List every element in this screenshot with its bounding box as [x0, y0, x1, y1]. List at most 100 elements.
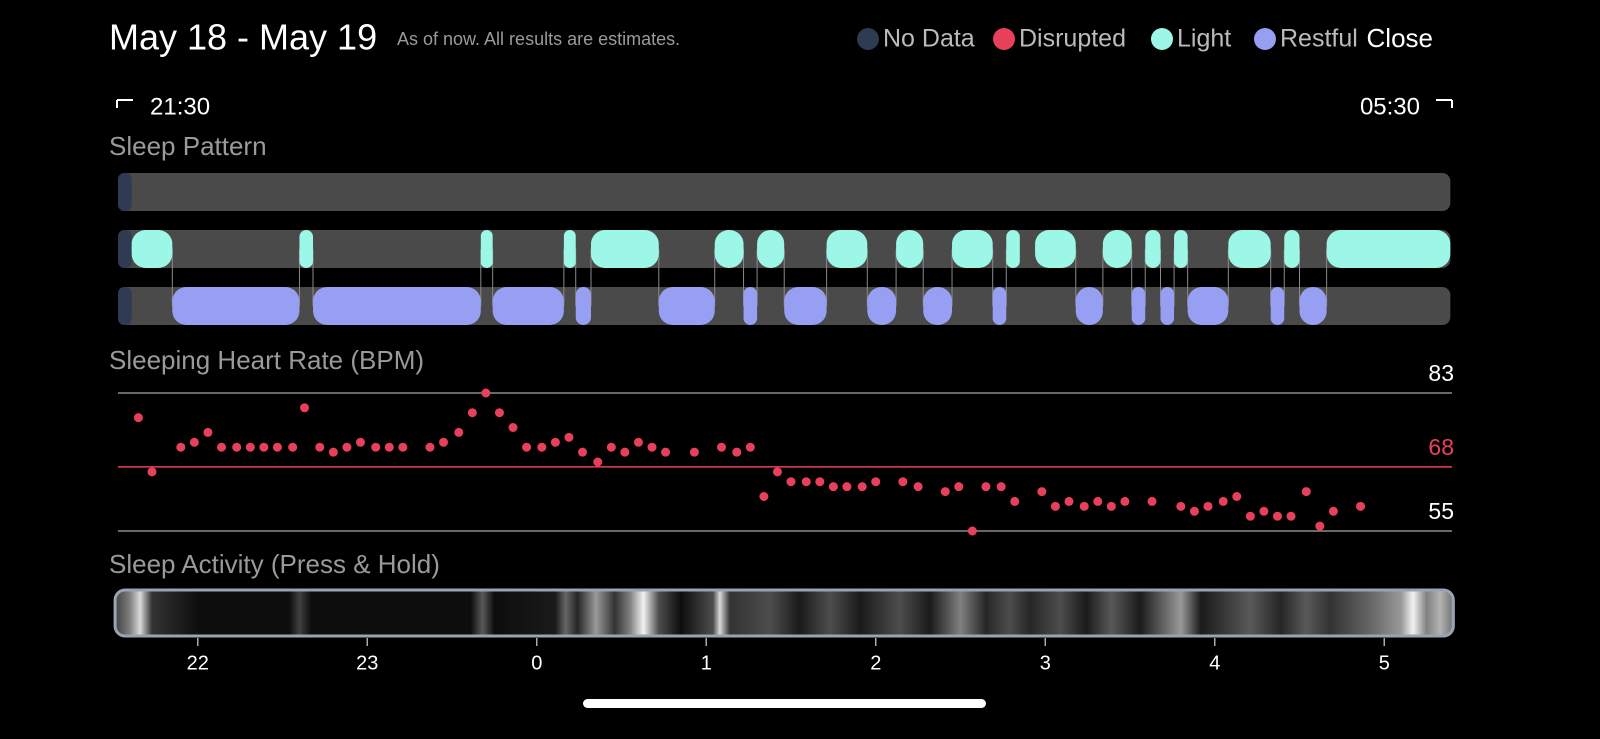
section-title: Sleep Pattern [109, 131, 267, 161]
no-data-segment [118, 173, 132, 211]
heart-rate-point [315, 442, 325, 452]
heart-rate-point [898, 477, 908, 487]
x-tick-label: 1 [701, 652, 712, 674]
heart-rate-point [1106, 501, 1116, 511]
heart-rate-point [342, 442, 352, 452]
heart-rate-point [689, 447, 699, 457]
heart-rate-point [1050, 501, 1060, 511]
heart-rate-point [288, 442, 298, 452]
heart-rate-point [1328, 506, 1338, 516]
stage-segment [1270, 287, 1285, 325]
activity-strip [113, 588, 1455, 638]
heart-rate-point [147, 467, 157, 477]
stage-segment [1284, 230, 1300, 268]
stage-segment [923, 287, 953, 325]
heart-rate-point [1232, 492, 1242, 501]
heart-rate-point [647, 442, 657, 452]
heart-rate-point [1176, 501, 1186, 511]
section-title: Sleep Activity (Press & Hold) [109, 549, 440, 579]
heart-rate-point [355, 437, 365, 447]
stage-segment [1131, 287, 1146, 325]
heart-rate-point [1286, 511, 1296, 521]
heart-rate-point [481, 388, 491, 398]
stage-segment [563, 230, 576, 268]
stage-segment [826, 230, 868, 268]
stage-segment [575, 287, 591, 325]
heart-rate-point [189, 437, 199, 447]
heart-rate-point [550, 437, 560, 447]
start-bracket [116, 99, 133, 108]
heart-rate-point [940, 487, 950, 497]
heart-rate-point [842, 482, 852, 492]
heart-rate-point [815, 477, 825, 487]
heart-rate-point [772, 467, 782, 477]
stage-segment [1160, 287, 1175, 325]
stage-segment [757, 230, 785, 268]
heart-rate-point [384, 442, 394, 452]
heart-rate-point [996, 482, 1006, 492]
heart-rate-point [967, 526, 977, 536]
heart-rate-point [494, 408, 504, 418]
heart-rate-point [1120, 496, 1130, 506]
title: May 18 - May 19 [109, 17, 377, 58]
x-tick-label: 3 [1040, 652, 1051, 674]
stage-segment [313, 287, 481, 325]
heart-rate-point [801, 477, 811, 487]
heart-rate-point [661, 447, 671, 457]
heart-rate-point [467, 408, 477, 418]
stage-segment [1102, 230, 1132, 268]
heart-rate-point [1079, 501, 1089, 511]
stage-segment [492, 287, 564, 325]
heart-rate-point [1272, 511, 1282, 521]
section-title: Sleeping Heart Rate (BPM) [109, 345, 424, 375]
stage-segment [743, 287, 758, 325]
heart-rate-point [300, 403, 310, 413]
heart-rate-point [537, 442, 547, 452]
heart-rate-point [564, 432, 574, 442]
heart-rate-point [593, 457, 603, 467]
heart-rate-point [259, 442, 269, 452]
heart-rate-point [828, 482, 838, 492]
legend-swatch [1254, 28, 1276, 50]
close-button[interactable]: Close [1367, 23, 1433, 53]
heart-rate-point [1093, 496, 1103, 506]
legend-label: Light [1177, 25, 1231, 53]
stage-segment [714, 230, 744, 268]
stage-segment [784, 287, 827, 325]
heart-rate-point [272, 442, 282, 452]
x-tick-label: 0 [531, 652, 542, 674]
stage-segment [896, 230, 924, 268]
stage-segment [172, 287, 300, 325]
heart-rate-point [1356, 501, 1366, 511]
heart-rate-point [606, 442, 616, 452]
heart-rate-point [425, 442, 435, 452]
x-tick-label: 5 [1379, 652, 1390, 674]
heart-rate-point [176, 442, 186, 452]
heart-rate-point [1064, 496, 1074, 506]
heart-rate-point [1218, 496, 1228, 506]
heart-rate-point [1037, 487, 1047, 497]
heart-rate-point [633, 437, 643, 447]
home-indicator [583, 699, 986, 708]
end-bracket [1436, 99, 1453, 108]
y-tick-label: 68 [1428, 434, 1454, 460]
heart-rate-point [328, 447, 338, 457]
heart-rate-point [913, 482, 923, 492]
stage-segment [590, 230, 659, 268]
legend-swatch [857, 28, 879, 50]
stage-segment [1299, 287, 1327, 325]
heart-rate-point [954, 482, 964, 492]
stage-segment [1075, 287, 1103, 325]
stage-segment [1187, 287, 1229, 325]
heart-rate-point [203, 427, 213, 437]
heart-rate-point [1315, 521, 1325, 531]
stage-segment [1035, 230, 1076, 268]
heart-rate-point [398, 442, 408, 452]
heart-rate-point [871, 477, 881, 487]
stage-segment [131, 230, 173, 268]
legend-label: No Data [883, 25, 975, 53]
heart-rate-point [454, 427, 464, 437]
stage-segment [1228, 230, 1271, 268]
heart-rate-point [133, 413, 143, 423]
